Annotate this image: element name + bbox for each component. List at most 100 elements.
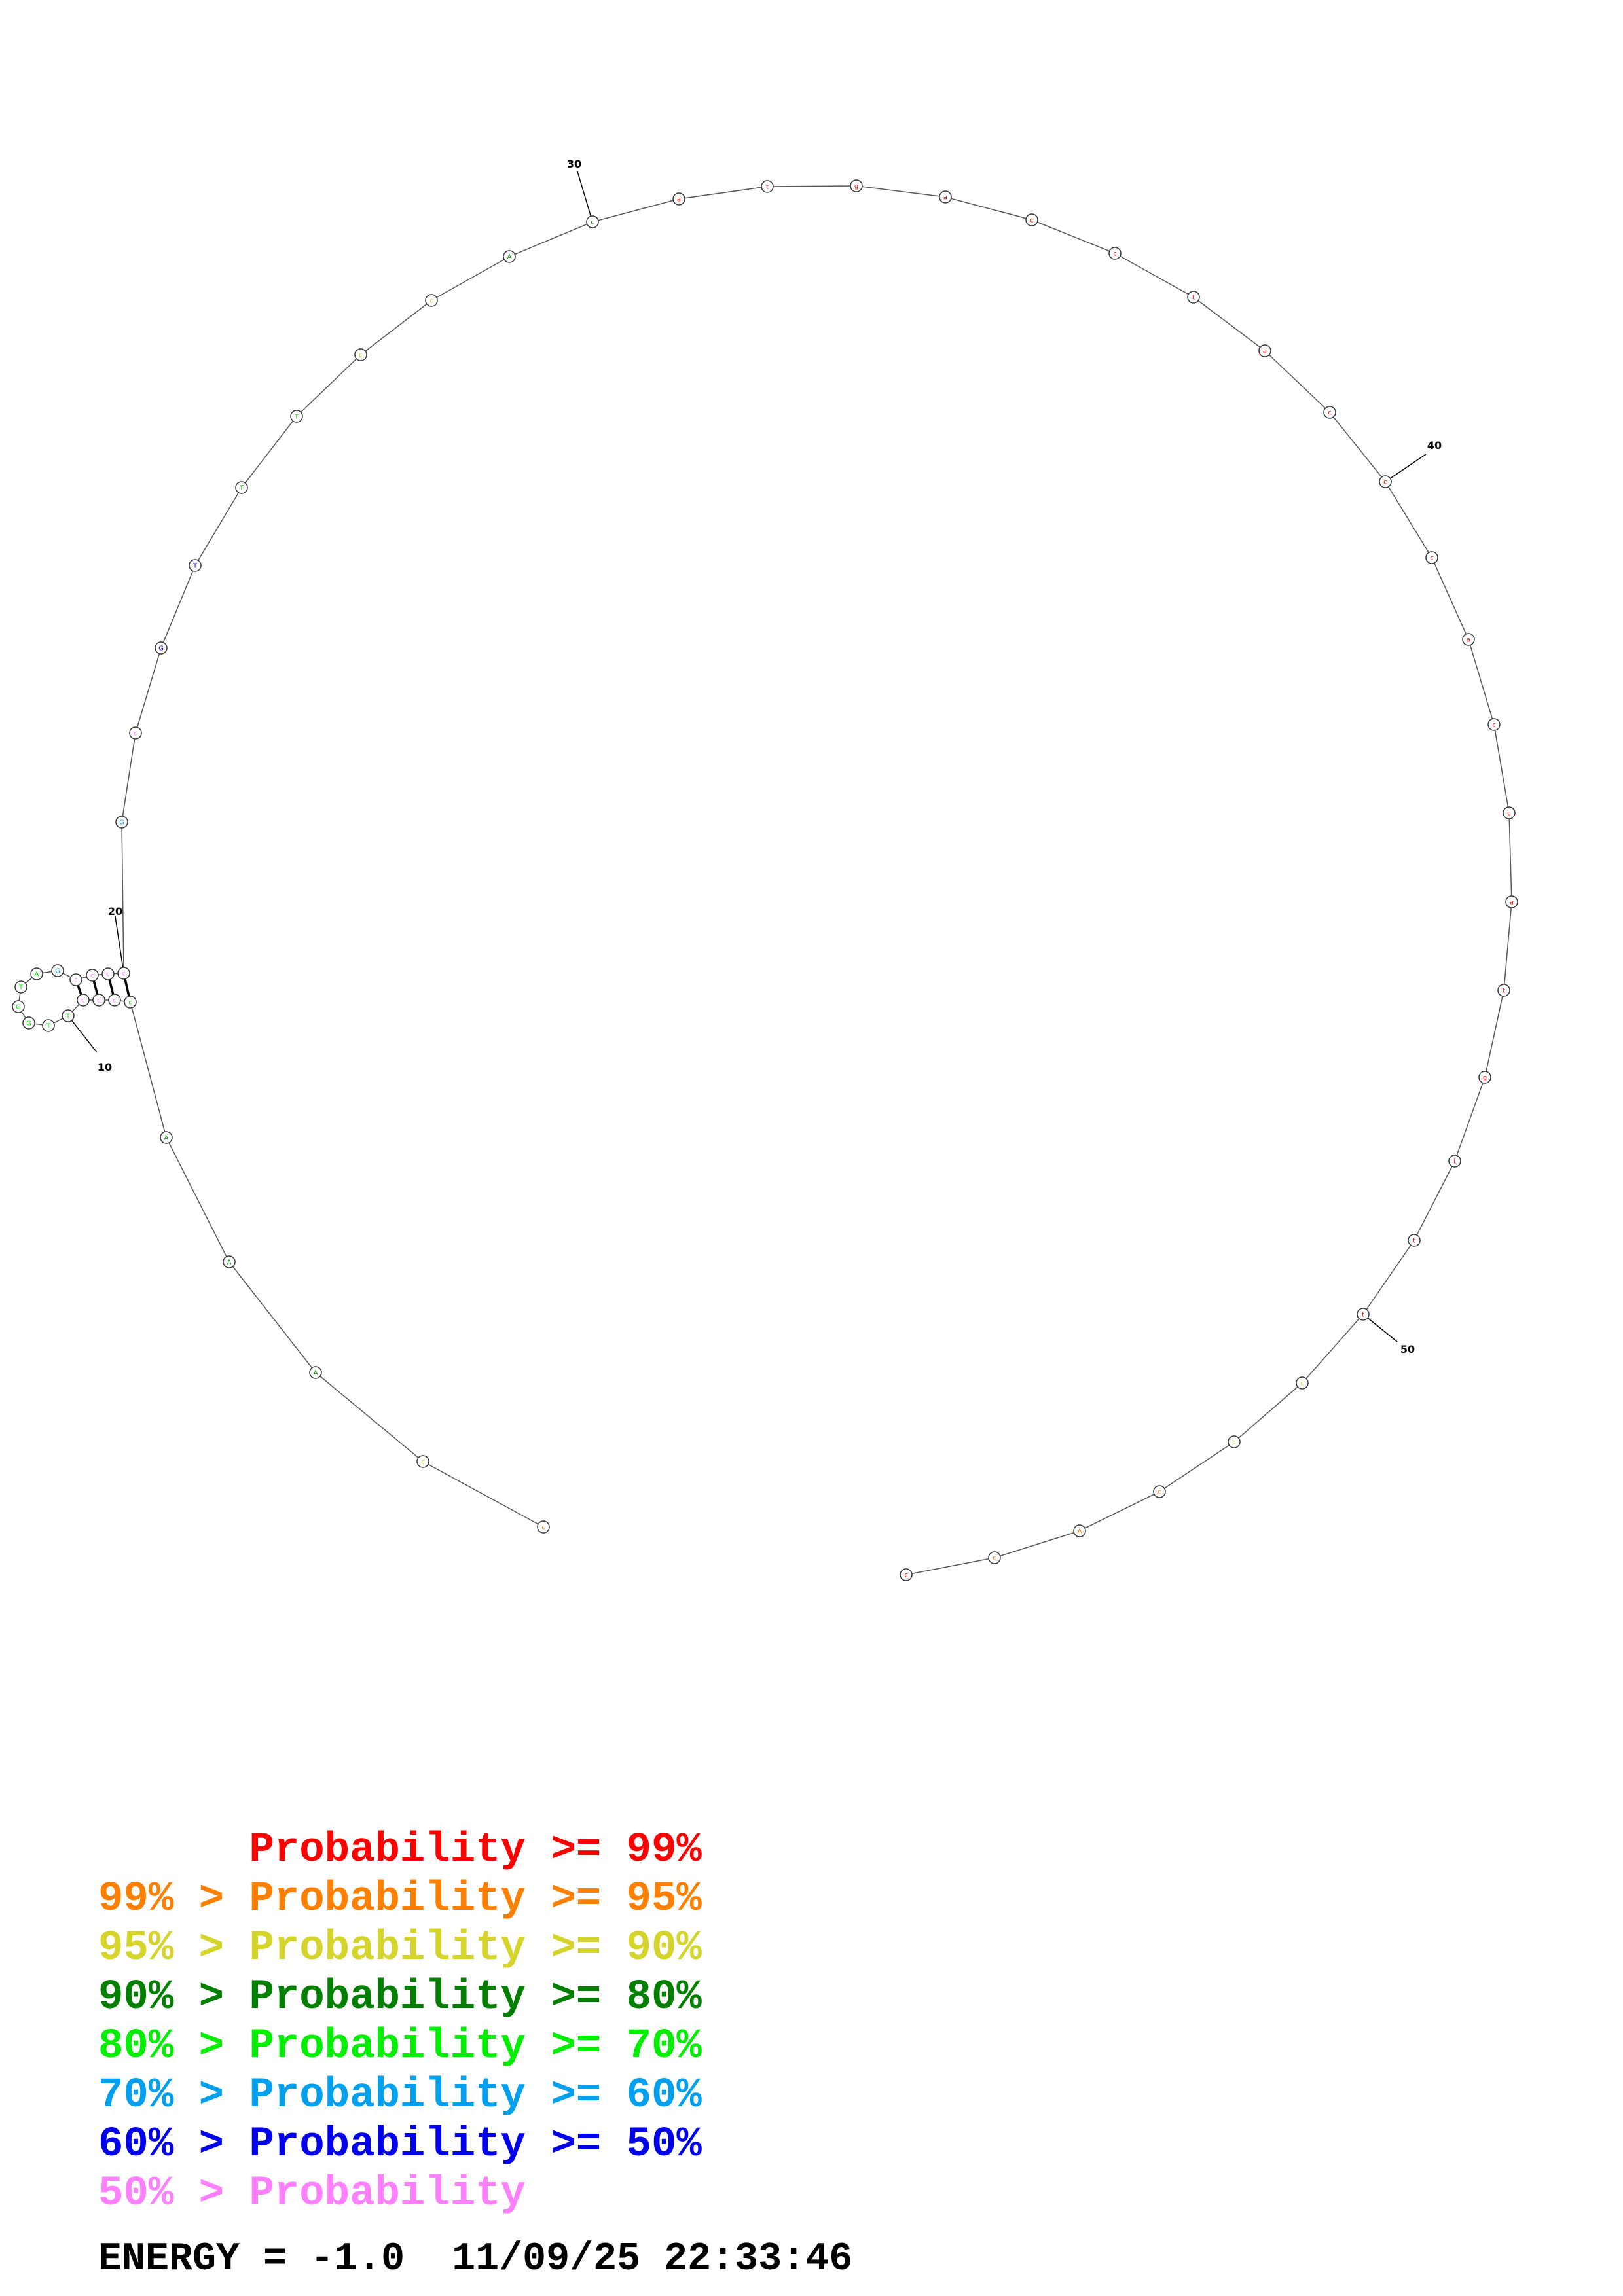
base-node: c — [129, 726, 142, 740]
legend-prefix: 99% > — [98, 1876, 249, 1923]
base-letter: c — [1030, 217, 1034, 224]
base-circle — [117, 967, 130, 980]
backbone-segment — [1031, 219, 1116, 254]
base-circle — [189, 559, 202, 572]
base-circle — [69, 973, 82, 986]
base-node: c — [101, 967, 115, 980]
base-letter: c — [591, 219, 594, 226]
position-label: 40 — [1427, 439, 1442, 452]
base-letter: T — [65, 1013, 71, 1020]
base-node: A — [160, 1131, 173, 1144]
legend-prefix: 90% > — [98, 1974, 249, 2021]
base-letter: t — [1413, 1238, 1415, 1245]
base-circle — [12, 1000, 25, 1013]
base-letter: c — [1113, 251, 1117, 258]
backbone-segment — [1493, 724, 1510, 814]
backbone-segment — [1508, 812, 1512, 903]
base-letter: T — [46, 1023, 51, 1030]
legend-entry: 50% > Probability — [98, 2170, 702, 2219]
base-letter: g — [1483, 1075, 1487, 1082]
base-circle — [1357, 1308, 1370, 1321]
base-circle — [1497, 984, 1510, 997]
base-circle — [160, 1131, 173, 1144]
position-label: 20 — [108, 905, 122, 918]
backbone-segment — [1484, 990, 1504, 1078]
base-node: c — [1323, 406, 1336, 419]
base-node: c — [1487, 718, 1501, 731]
base-circle — [503, 250, 516, 263]
base-node: c — [92, 994, 105, 1007]
legend-label: Probability — [249, 2170, 526, 2217]
base-circle — [62, 1009, 75, 1022]
base-circle — [1296, 1376, 1309, 1390]
base-node: t — [1448, 1155, 1461, 1168]
base-circle — [51, 964, 64, 977]
base-letter: c — [106, 971, 110, 978]
position-label: 10 — [98, 1061, 112, 1073]
base-circle — [115, 816, 128, 829]
position-tick — [67, 1015, 98, 1053]
base-node: A — [30, 967, 43, 980]
base-letter: A — [507, 254, 512, 261]
base-circle — [850, 179, 863, 192]
backbone-segment — [121, 732, 136, 823]
base-circle — [42, 1019, 55, 1032]
base-node: c — [1425, 551, 1438, 564]
probability-legend: Probability >= 99% 99% > Probability >= 9… — [98, 1826, 702, 2219]
legend-prefix: 95% > — [98, 1925, 249, 1972]
base-circle — [1187, 291, 1200, 304]
rna-structure-diagram: 10 20 30 40 50 c c A A Ac c c c T T G G T A Gc c c c Gc G T T Tc c A… — [12, 158, 1518, 1581]
base-node: c — [77, 994, 90, 1007]
legend-prefix: 80% > — [98, 2023, 249, 2070]
base-node: t — [1408, 1234, 1421, 1247]
energy-value: ENERGY = -1.0 — [98, 2237, 405, 2282]
base-letter: a — [677, 196, 681, 204]
position-labels: 10 20 30 40 50 — [67, 158, 1442, 1355]
legend-prefix: 70% > — [98, 2072, 249, 2119]
base-letter: G — [26, 1020, 31, 1028]
base-circle — [14, 980, 27, 994]
base-node: c — [1379, 475, 1392, 488]
base-circle — [1503, 806, 1516, 819]
base-node: c — [1108, 247, 1122, 260]
base-letter: T — [18, 984, 24, 992]
base-letter: G — [55, 968, 60, 975]
base-node: c — [988, 1551, 1001, 1564]
legend-prefix — [98, 1827, 249, 1874]
base-circle — [86, 969, 99, 982]
base-node: a — [939, 190, 952, 204]
base-circle — [1025, 213, 1038, 226]
base-letter: t — [1453, 1158, 1456, 1166]
base-node: a — [672, 192, 685, 206]
base-circle — [124, 996, 137, 1009]
backbone-segment — [121, 821, 124, 974]
base-circle — [309, 1366, 322, 1379]
footer: ENERGY = -1.0 11/09/25 22:33:46 — [98, 2237, 852, 2282]
base-circle — [1505, 895, 1518, 908]
backbone-segment — [1159, 1441, 1235, 1492]
base-circle — [988, 1551, 1001, 1564]
position-tick — [1385, 454, 1427, 482]
legend-entry: Probability >= 99% — [98, 1826, 702, 1875]
base-letter: c — [1300, 1380, 1304, 1388]
bases: c c A A Ac c c c T T G G T A Gc c c c Gc G T T Tc c Ac a t g a c c t a c c… — [12, 179, 1518, 1581]
base-circle — [761, 180, 774, 193]
base-letter: c — [359, 352, 363, 359]
backbone-segment — [1503, 901, 1512, 991]
base-node: G — [155, 641, 168, 655]
legend-entry: 80% > Probability >= 70% — [98, 2022, 702, 2072]
base-letter: c — [128, 999, 132, 1007]
base-circle — [1408, 1234, 1421, 1247]
base-letter: G — [158, 645, 164, 653]
base-letter: a — [1510, 899, 1514, 906]
legend-label: Probability >= 99% — [249, 1827, 702, 1874]
base-letter: c — [97, 997, 101, 1005]
backbone-segment — [856, 185, 946, 198]
base-letter: c — [1328, 410, 1332, 417]
base-letter: A — [35, 971, 39, 978]
base-node: t — [761, 180, 774, 193]
base-circle — [22, 1016, 35, 1030]
base-node: A — [503, 250, 516, 263]
base-node: c — [900, 1568, 913, 1581]
backbone-segment — [1468, 639, 1495, 725]
